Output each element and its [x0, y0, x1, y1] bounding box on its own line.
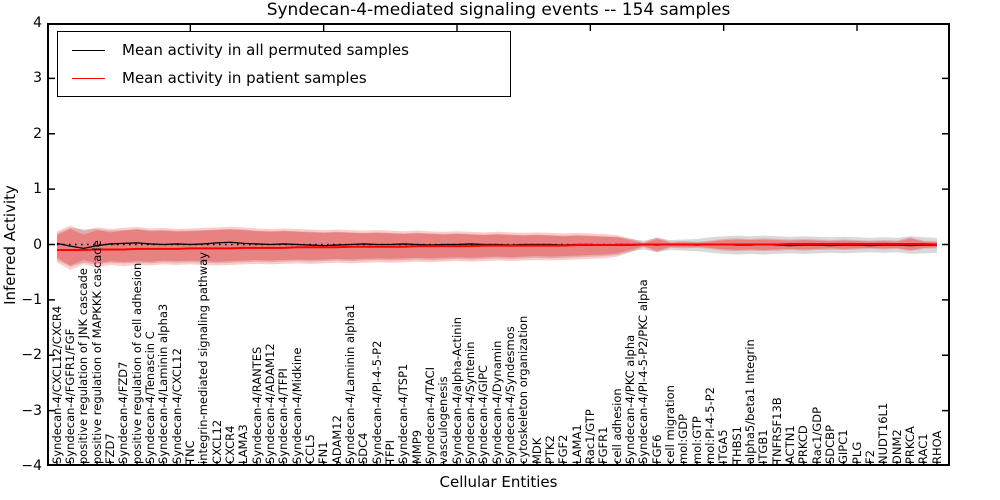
y-tick-label: −2 [21, 347, 42, 364]
legend: Mean activity in all permuted samples Me… [57, 31, 511, 97]
x-tick-label: positive regulation of cell adhesion [129, 262, 144, 464]
y-tick-label: 3 [33, 70, 42, 87]
x-tick-label: integrin-mediated signaling pathway [196, 252, 211, 464]
x-tick-label: Rac1/GTP [582, 409, 597, 464]
x-tick-label: NUDT16L1 [876, 402, 891, 464]
legend-line-sample-patient [72, 77, 105, 79]
y-tick-label: −4 [21, 458, 42, 474]
x-tick-label: MDK [529, 437, 544, 464]
x-tick-label: SDC4 [356, 432, 371, 464]
x-tick-label: mol:GTP [689, 416, 704, 464]
x-tick-label: CXCL12 [209, 419, 224, 464]
x-tick-label: Syndecan-4/Midkine [289, 347, 304, 464]
x-tick-label: Syndecan-4/TSP1 [396, 363, 411, 464]
x-tick-label: FZD7 [102, 433, 117, 464]
x-tick-label: GIPC1 [836, 429, 851, 464]
x-tick-label: Syndecan-4/Laminin alpha3 [156, 303, 171, 464]
axis-ticks [48, 23, 949, 466]
series-line-patient [57, 242, 938, 252]
x-tick-label: FGF2 [556, 434, 571, 464]
axes-frame [47, 23, 950, 466]
x-tick-label: Syndecan-4/Laminin alpha1 [342, 303, 357, 464]
x-tick-label: Syndecan-4/CXCL12 [169, 348, 184, 464]
series-line-permuted [56, 241, 937, 250]
x-tick-label: PLG [849, 441, 864, 464]
x-tick-label: FGFR1 [596, 426, 611, 464]
x-tick-label: LAMA1 [569, 424, 584, 464]
x-tick-label: Syndecan-4/TACI [422, 367, 437, 464]
x-axis-label: Cellular Entities [439, 473, 558, 491]
x-tick-label: PRKCA [902, 426, 917, 464]
x-tick-label: PRKCD [796, 425, 811, 464]
x-tick-label: Syndecan-4/Tenascin C [142, 331, 157, 464]
x-tick-label: RAC1 [916, 433, 931, 464]
x-tick-label: FN1 [316, 441, 331, 464]
x-tick-label: ITGA5 [716, 429, 731, 464]
x-tick-label: FGF6 [649, 434, 664, 464]
x-tick-label: CXCR4 [222, 425, 237, 464]
y-tick-label: 0 [33, 236, 42, 253]
x-tick-label: Syndecan-4/alpha-Actinin [449, 316, 464, 464]
band-patient-samples-range-inner [57, 228, 937, 266]
x-tick-label: mol:GDP [676, 413, 691, 464]
x-tick-label: Syndecan-4/PI-4-5-P2 [369, 340, 384, 464]
band-permuted-samples-range [57, 227, 937, 267]
x-tick-label: Syndecan-4/Syndesmos [502, 326, 517, 464]
x-tick-label: Syndecan-4/PKC alpha [622, 334, 637, 464]
y-tick-label: 4 [33, 15, 42, 31]
x-tick-label: alpha5/beta1 Integrin [742, 339, 757, 464]
x-tick-label: F2 [862, 450, 877, 464]
y-tick-label: −1 [21, 291, 42, 308]
x-tick-label: cell adhesion [609, 388, 624, 464]
x-tick-label: PTK2 [542, 435, 557, 464]
x-tick-label: SDCBP [822, 424, 837, 464]
x-tick-label: positive regulation of JNK cascade [76, 268, 91, 464]
x-tick-label: cell migration [662, 385, 677, 464]
x-tick-label: TFPI [382, 440, 397, 464]
x-tick-label: Syndecan-4/ADAM12 [262, 343, 277, 464]
band-patient-samples-range-outer [57, 225, 937, 270]
y-tick-label: 1 [33, 181, 42, 198]
x-tick-label: Syndecan-4/CXCL12/CXCR4 [49, 305, 64, 464]
x-tick-label: Syndecan-4/RANTES [249, 346, 264, 464]
x-tick-label: Syndecan-4/Dynamin [489, 340, 504, 464]
chart-canvas [47, 23, 950, 466]
legend-item-permuted: Mean activity in all permuted samples [58, 36, 510, 64]
x-tick-label: mol:PI-4-5-P2 [702, 387, 717, 464]
x-tick-label: ITGB1 [756, 429, 771, 464]
x-tick-label: THBS1 [729, 426, 744, 464]
x-tick-label: DNM2 [889, 429, 904, 464]
x-tick-label: LAMA3 [236, 424, 251, 464]
y-tick-label: 2 [33, 125, 42, 142]
x-tick-label: CCL5 [302, 434, 317, 464]
y-tick-label: −3 [21, 402, 42, 419]
x-tick-label: TNFRSF13B [769, 397, 784, 464]
legend-label-patient: Mean activity in patient samples [122, 69, 367, 87]
x-tick-label: Rac1/GDP [809, 406, 824, 464]
x-tick-label: vasculogenesis [436, 376, 451, 464]
x-tick-label: Syndecan-4/GIPC [476, 364, 491, 464]
x-tick-label: Syndecan-4/FGFR1/FGF [62, 328, 77, 464]
x-tick-label: ACTN1 [782, 425, 797, 464]
x-tick-label: cytoskeleton organization [516, 315, 531, 464]
legend-label-permuted: Mean activity in all permuted samples [122, 41, 409, 59]
legend-line-sample-permuted [72, 49, 105, 51]
chart-title: Syndecan-4-mediated signaling events -- … [266, 0, 731, 20]
x-tick-label: Syndecan-4/FZD7 [116, 361, 131, 464]
x-tick-label: RHOA [929, 430, 944, 464]
x-tick-label: Syndecan-4/TFPI [276, 368, 291, 464]
x-tick-label: ADAM12 [329, 415, 344, 464]
legend-item-patient: Mean activity in patient samples [58, 64, 510, 92]
x-tick-label: TNC [182, 440, 197, 464]
x-tick-label: positive regulation of MAPKKK cascade [89, 240, 104, 464]
x-tick-label: MMP9 [409, 429, 424, 464]
x-tick-label: Syndecan-4/PI-4-5-P2/PKC alpha [636, 279, 651, 464]
x-tick-label: Syndecan-4/Syntenin [462, 341, 477, 464]
